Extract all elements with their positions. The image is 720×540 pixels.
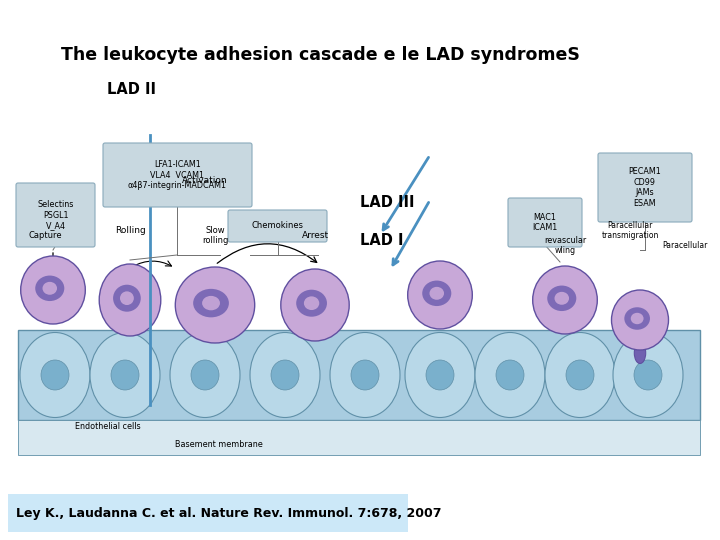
Text: LFA1-ICAM1
VLA4  VCAM1
α4β7-integrin-MADCAM1: LFA1-ICAM1 VLA4 VCAM1 α4β7-integrin-MADC… <box>128 160 227 190</box>
Ellipse shape <box>113 285 141 312</box>
Text: Ley K., Laudanna C. et al. Nature Rev. Immunol. 7:678, 2007: Ley K., Laudanna C. et al. Nature Rev. I… <box>16 507 441 519</box>
Text: Rolling: Rolling <box>114 226 145 235</box>
Ellipse shape <box>547 286 576 311</box>
Ellipse shape <box>634 342 646 363</box>
Ellipse shape <box>20 333 90 417</box>
Text: Paracellular
transmigration: Paracellular transmigration <box>601 221 659 240</box>
Ellipse shape <box>193 289 229 318</box>
Ellipse shape <box>496 360 524 390</box>
Ellipse shape <box>41 360 69 390</box>
Text: Capture: Capture <box>28 231 62 240</box>
Ellipse shape <box>631 313 644 324</box>
Ellipse shape <box>408 261 472 329</box>
Text: Endothelial cells: Endothelial cells <box>75 422 140 431</box>
Text: PECAM1
CD99
JAMs
ESAM: PECAM1 CD99 JAMs ESAM <box>629 167 662 207</box>
Bar <box>18 420 700 455</box>
Ellipse shape <box>296 289 327 316</box>
Ellipse shape <box>422 281 451 306</box>
FancyBboxPatch shape <box>103 143 252 207</box>
Ellipse shape <box>281 269 349 341</box>
Text: Selectins
PSGL1
V_A4: Selectins PSGL1 V_A4 <box>37 200 73 230</box>
Text: Slow
rolling: Slow rolling <box>202 226 228 245</box>
Ellipse shape <box>533 266 598 334</box>
Ellipse shape <box>624 307 650 330</box>
Text: Activation: Activation <box>182 176 228 185</box>
Ellipse shape <box>566 360 594 390</box>
Ellipse shape <box>42 282 57 295</box>
FancyBboxPatch shape <box>508 198 582 247</box>
FancyBboxPatch shape <box>8 494 408 532</box>
Ellipse shape <box>99 264 161 336</box>
Ellipse shape <box>175 267 255 343</box>
Text: MAC1
ICAM1: MAC1 ICAM1 <box>532 213 557 232</box>
Text: Basement membrane: Basement membrane <box>175 440 263 449</box>
Bar <box>18 330 700 420</box>
Ellipse shape <box>405 333 475 417</box>
FancyBboxPatch shape <box>16 183 95 247</box>
Ellipse shape <box>191 360 219 390</box>
Ellipse shape <box>21 256 85 324</box>
Ellipse shape <box>545 333 615 417</box>
Ellipse shape <box>554 292 569 305</box>
Ellipse shape <box>35 275 64 301</box>
FancyBboxPatch shape <box>228 210 327 242</box>
Text: Paracellular: Paracellular <box>662 241 708 250</box>
Ellipse shape <box>351 360 379 390</box>
Text: LAD I: LAD I <box>360 233 403 248</box>
Ellipse shape <box>250 333 320 417</box>
Ellipse shape <box>120 292 134 305</box>
Ellipse shape <box>613 333 683 417</box>
Ellipse shape <box>304 296 319 310</box>
Ellipse shape <box>271 360 299 390</box>
FancyBboxPatch shape <box>598 153 692 222</box>
Ellipse shape <box>426 360 454 390</box>
Ellipse shape <box>202 296 220 310</box>
Text: revascular
wling: revascular wling <box>544 235 586 255</box>
Ellipse shape <box>90 333 160 417</box>
Text: Chemokines: Chemokines <box>251 221 304 231</box>
Text: LAD III: LAD III <box>360 195 415 210</box>
Text: LAD II: LAD II <box>107 82 156 97</box>
Ellipse shape <box>475 333 545 417</box>
Ellipse shape <box>170 333 240 417</box>
Text: Arrest: Arrest <box>302 231 328 240</box>
Ellipse shape <box>330 333 400 417</box>
Ellipse shape <box>111 360 139 390</box>
Ellipse shape <box>430 287 444 300</box>
Ellipse shape <box>634 360 662 390</box>
Text: The leukocyte adhesion cascade e le LAD syndromeS: The leukocyte adhesion cascade e le LAD … <box>61 46 580 64</box>
Ellipse shape <box>611 290 668 350</box>
